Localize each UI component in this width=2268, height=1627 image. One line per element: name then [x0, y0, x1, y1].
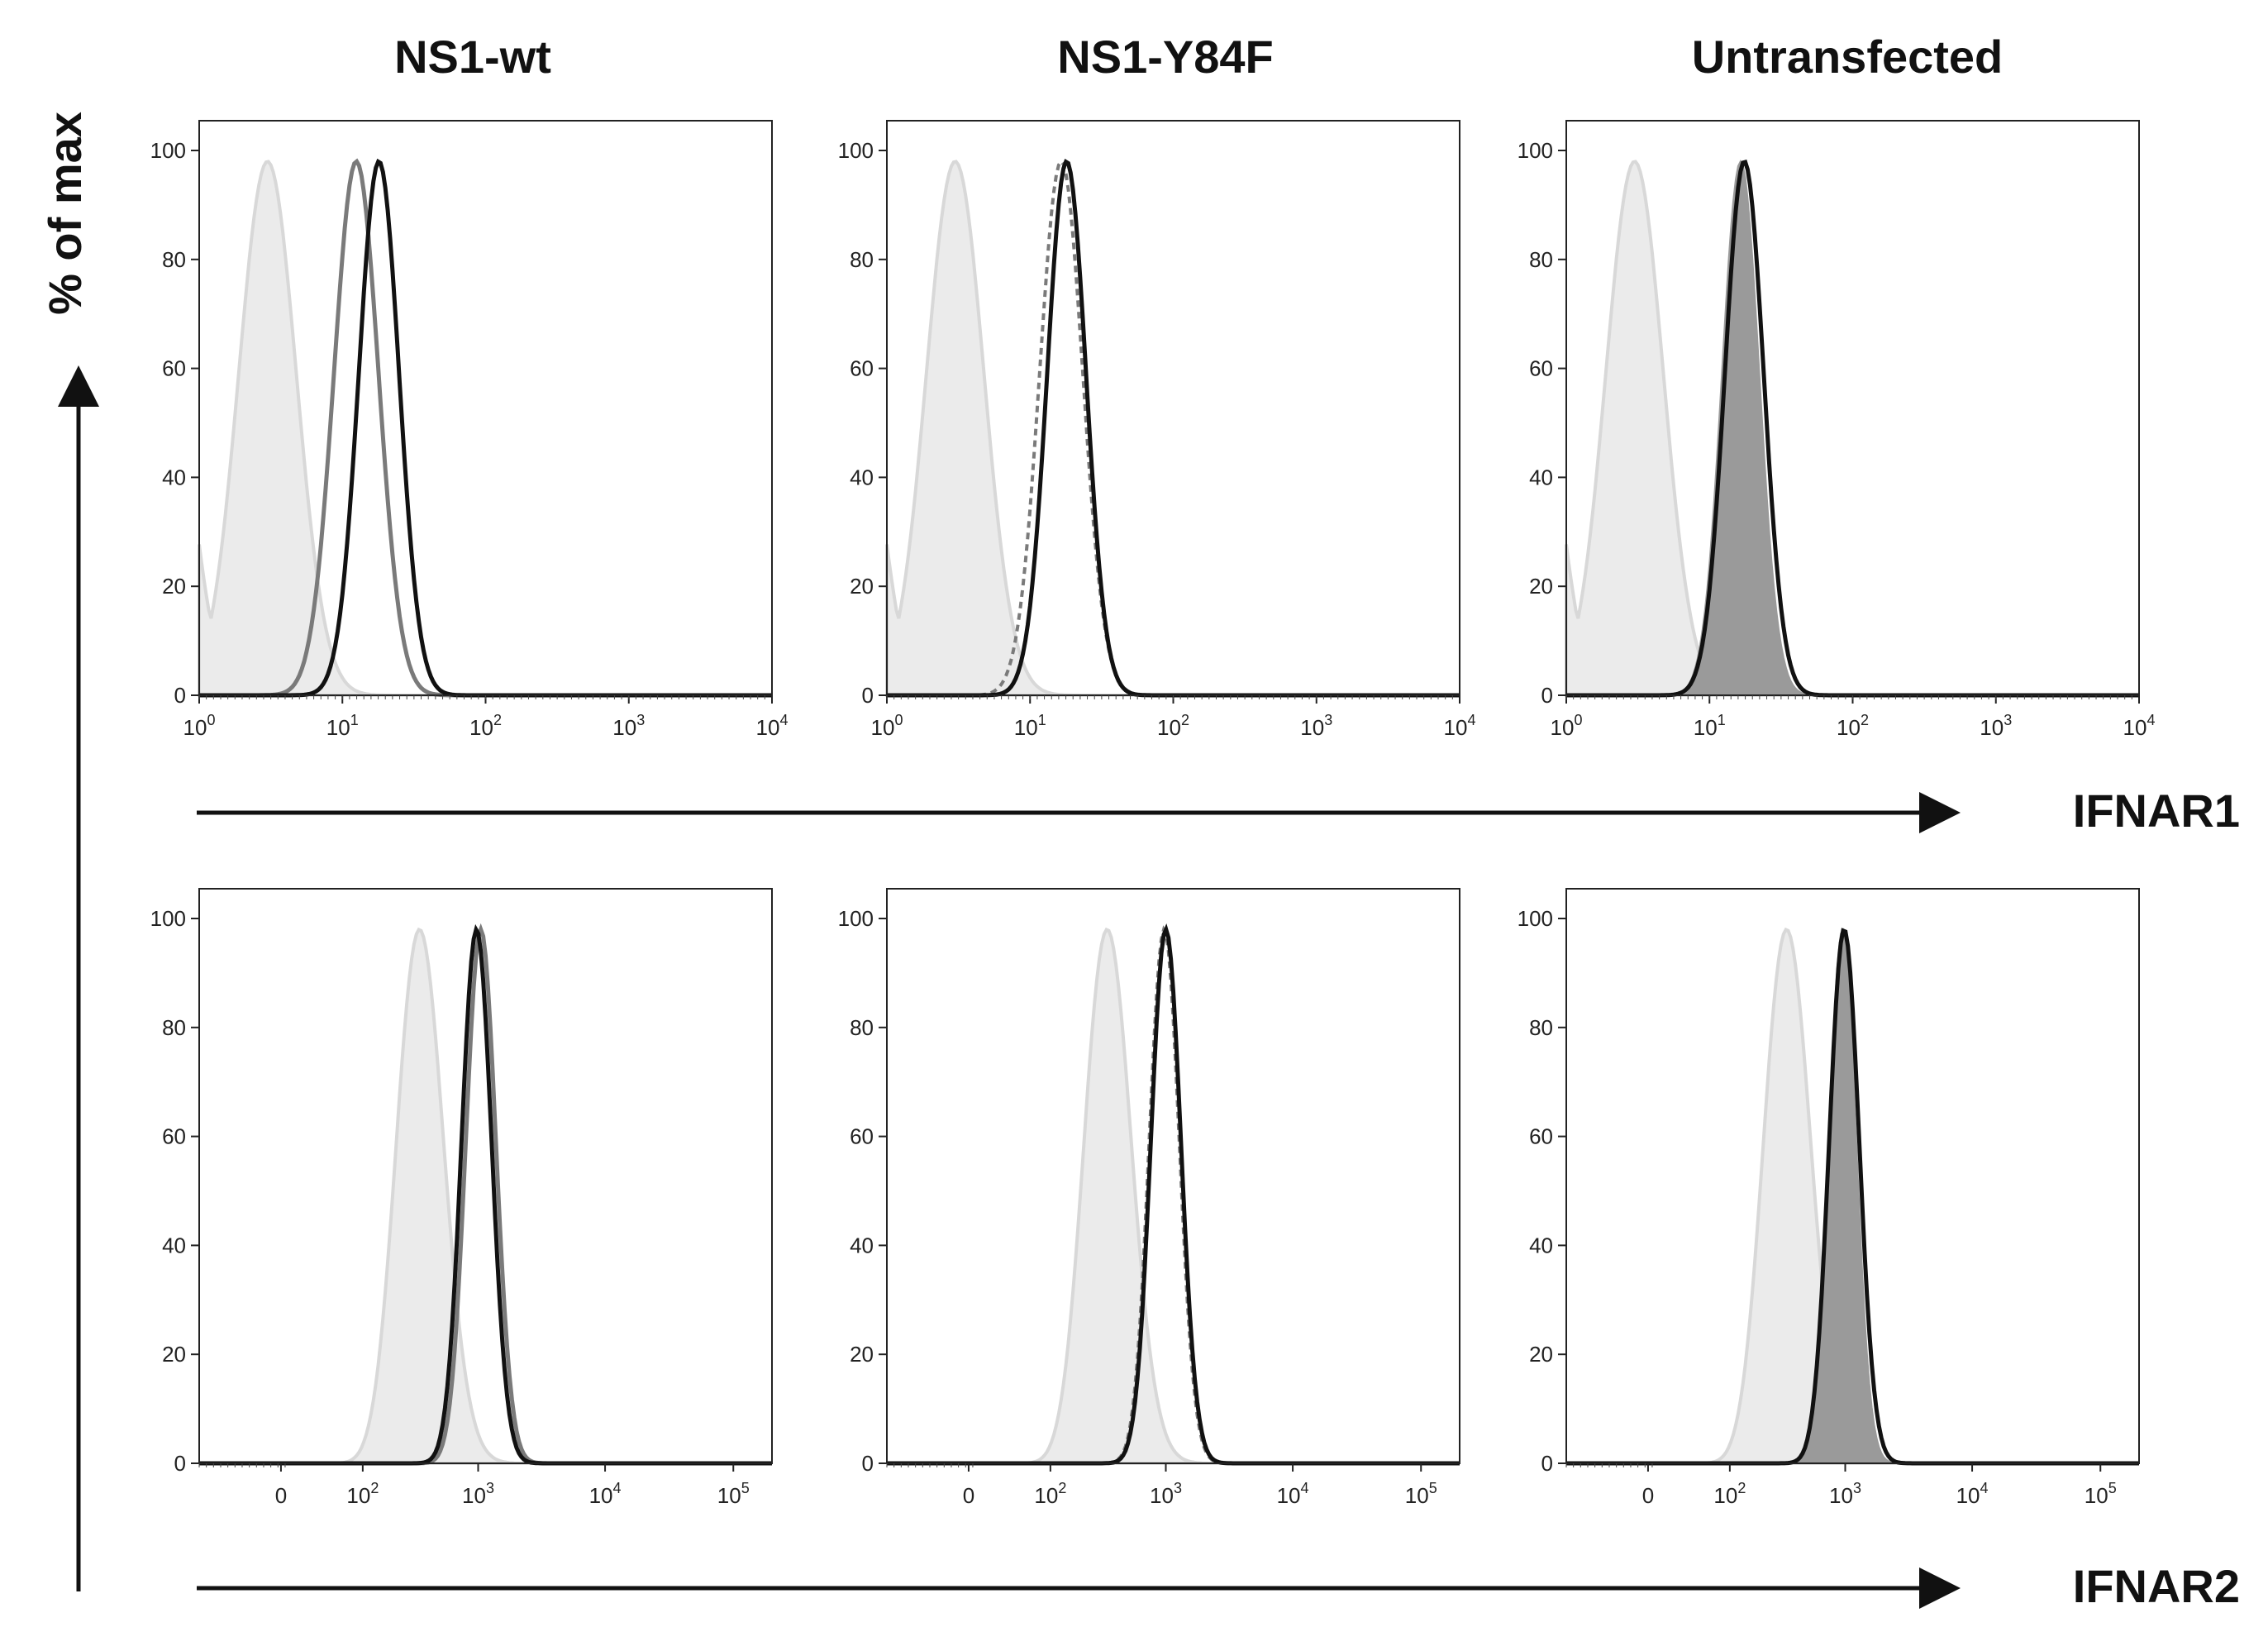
series-isotype — [885, 160, 1460, 697]
x-tick-label: 0 — [275, 1483, 287, 1508]
y-tick-label: 20 — [162, 574, 186, 599]
panel-frame — [1565, 888, 2140, 1464]
y-tick-label: 0 — [862, 683, 874, 708]
y-tick-label: 80 — [1529, 247, 1553, 272]
y-tick-label: 100 — [150, 906, 186, 931]
x-tick-label: 103 — [1829, 1480, 1861, 1508]
series-isotype — [1565, 160, 2139, 697]
y-tick-label: 20 — [1529, 1342, 1553, 1367]
y-tick-label: 20 — [850, 574, 874, 599]
series-isotype — [198, 160, 772, 697]
x-tick-label: 104 — [2123, 712, 2156, 740]
y-tick-label: 0 — [174, 683, 186, 708]
x-tick-label: 0 — [1642, 1483, 1654, 1508]
x-tick-label: 105 — [2085, 1480, 2117, 1508]
y-tick-label: 0 — [862, 1451, 874, 1476]
x-tick-label: 101 — [1694, 712, 1726, 740]
y-tick-label: 60 — [1529, 356, 1553, 381]
y-tick-label: 100 — [838, 906, 874, 931]
y-tick-label: 40 — [1529, 1233, 1553, 1257]
x-tick-label: 102 — [1034, 1480, 1066, 1508]
y-tick-label: 60 — [850, 356, 874, 381]
x-tick-label: 103 — [1300, 712, 1332, 740]
y-tick-label: 100 — [150, 138, 186, 163]
panel-4: 0 20 40 60 80 100 0 102 103 104 105 — [838, 888, 1460, 1508]
panel-0: 0 20 40 60 80 100 100 101 102 103 104 — [150, 120, 789, 740]
x-tick-label: 104 — [1956, 1480, 1989, 1508]
histogram-panels: 0 20 40 60 80 100 100 101 102 103 104 0 20 40 60 80 100 1… — [150, 120, 2156, 1508]
y-tick-label: 40 — [850, 1233, 874, 1257]
y-tick-label: 40 — [162, 465, 186, 489]
series-ns1-y84f — [887, 923, 1460, 1466]
y-tick-label: 40 — [162, 1233, 186, 1257]
y-tick-label: 0 — [1541, 683, 1553, 708]
panel-frame — [886, 888, 1460, 1464]
panel-5: 0 20 40 60 80 100 0 102 103 104 105 — [1518, 888, 2140, 1508]
x-tick-label: 104 — [1277, 1480, 1309, 1508]
x-tick-label: 104 — [1444, 712, 1476, 740]
y-tick-label: 60 — [162, 356, 186, 381]
x-tick-label: 105 — [717, 1480, 750, 1508]
y-tick-label: 0 — [1541, 1451, 1553, 1476]
column-title-ns1-y84f: NS1-Y84F — [1057, 31, 1273, 83]
x-tick-label: 100 — [871, 712, 903, 740]
x-tick-label: 102 — [1837, 712, 1869, 740]
y-tick-label: 20 — [1529, 574, 1553, 599]
x-tick-label: 103 — [612, 712, 645, 740]
y-tick-label: 0 — [174, 1451, 186, 1476]
y-tick-label: 100 — [1518, 906, 1553, 931]
y-tick-label: 60 — [1529, 1124, 1553, 1149]
y-tick-label: 40 — [1529, 465, 1553, 489]
y-axis-label: % of max — [39, 112, 91, 315]
x-tick-label: 105 — [1405, 1480, 1437, 1508]
x-tick-label: 102 — [469, 712, 502, 740]
panel-1: 0 20 40 60 80 100 100 101 102 103 104 — [838, 120, 1476, 740]
series-ns1-wt — [199, 923, 772, 1466]
ifnar1-axis-label: IFNAR1 — [2073, 785, 2240, 837]
x-tick-label: 101 — [326, 712, 359, 740]
y-tick-label: 80 — [850, 1015, 874, 1040]
x-tick-label: 102 — [1157, 712, 1189, 740]
x-tick-label: 103 — [1980, 712, 2012, 740]
x-tick-label: 104 — [589, 1480, 622, 1508]
y-tick-label: 20 — [850, 1342, 874, 1367]
y-tick-label: 100 — [1518, 138, 1553, 163]
x-tick-label: 103 — [1150, 1480, 1182, 1508]
panel-frame — [198, 888, 773, 1464]
x-tick-label: 102 — [1713, 1480, 1746, 1508]
panel-3: 0 20 40 60 80 100 0 102 103 104 105 — [150, 888, 773, 1508]
y-tick-label: 60 — [162, 1124, 186, 1149]
x-tick-label: 100 — [1551, 712, 1583, 740]
panel-2: 0 20 40 60 80 100 100 101 102 103 104 — [1518, 120, 2156, 740]
column-title-untransfected: Untransfected — [1692, 31, 2004, 83]
x-tick-label: 102 — [346, 1480, 379, 1508]
x-tick-label: 100 — [183, 712, 216, 740]
ifnar2-axis-label: IFNAR2 — [2073, 1560, 2240, 1612]
column-title-ns1-wt: NS1-wt — [394, 31, 551, 83]
y-tick-label: 80 — [162, 247, 186, 272]
x-tick-label: 104 — [756, 712, 789, 740]
y-tick-label: 80 — [162, 1015, 186, 1040]
y-tick-label: 80 — [850, 247, 874, 272]
y-tick-label: 100 — [838, 138, 874, 163]
x-tick-label: 103 — [462, 1480, 494, 1508]
y-tick-label: 20 — [162, 1342, 186, 1367]
x-tick-label: 101 — [1014, 712, 1046, 740]
x-tick-label: 0 — [963, 1483, 974, 1508]
y-tick-label: 80 — [1529, 1015, 1553, 1040]
y-tick-label: 40 — [850, 465, 874, 489]
y-tick-label: 60 — [850, 1124, 874, 1149]
